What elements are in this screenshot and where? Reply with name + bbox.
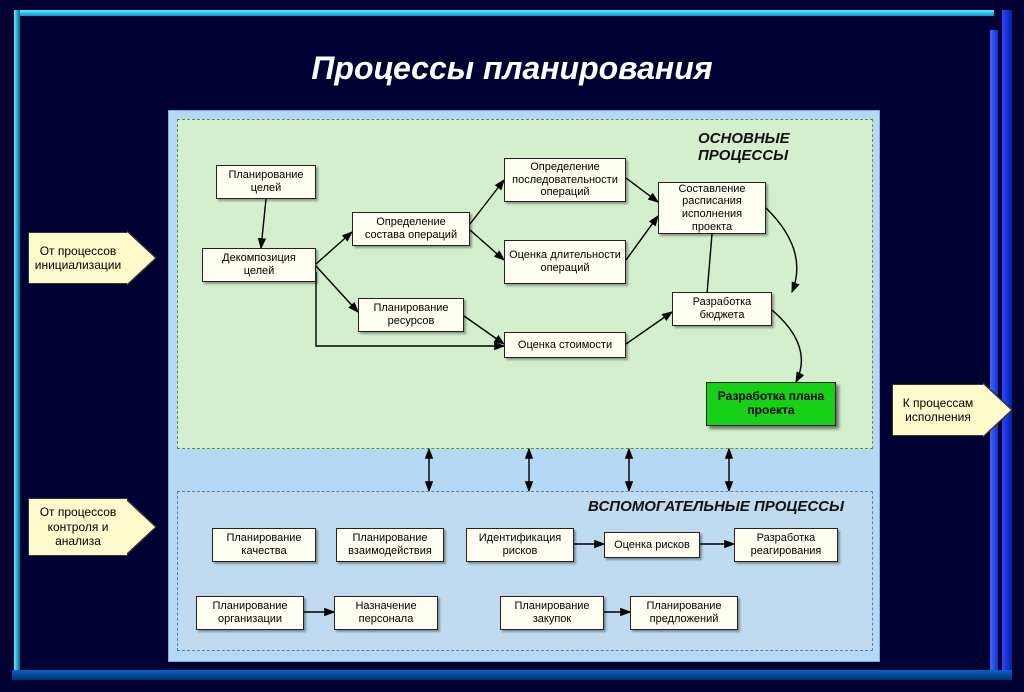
lower-panel-title: ВСПОМОГАТЕЛЬНЫЕ ПРОЦЕССЫ [588,498,844,515]
node-ops-seq: Определение последовательности операций [504,158,626,202]
node-plan-res: Планирование ресурсов [358,298,464,332]
upper-panel: ОСНОВНЫЕ ПРОЦЕССЫ Планирование целей Деко… [177,119,873,449]
node-proposals: Планирование предложений [630,596,738,630]
node-plan-dev: Разработка плана проекта [706,382,836,426]
node-cost-est: Оценка стоимости [504,332,626,358]
external-arrow-to-exec: К процессам исполнения [892,384,984,436]
main-panel: ОСНОВНЫЕ ПРОЦЕССЫ Планирование целей Деко… [168,110,880,662]
frame-border-right [1002,10,1012,680]
node-decomp: Декомпозиция целей [202,248,316,282]
lower-panel: ВСПОМОГАТЕЛЬНЫЕ ПРОЦЕССЫ Планирование ка… [177,491,873,651]
frame-border-top [14,10,994,16]
node-org: Планирование организации [196,596,304,630]
external-arrow-from-control: От процессов контроля и анализа [28,498,128,556]
page-title: Процессы планирования [0,50,1024,87]
frame-border-bottom [12,670,1012,680]
node-interact: Планирование взаимодействия [336,528,444,562]
node-risk-eval: Оценка рисков [604,532,700,558]
node-quality: Планирование качества [212,528,316,562]
node-budget: Разработка бюджета [672,292,772,326]
node-risk-id: Идентификация рисков [466,528,574,562]
node-dur-est: Оценка длительности операций [504,240,626,284]
frame-border-right-inner [990,30,998,670]
frame-border-left [14,10,20,670]
node-staff: Назначение персонала [334,596,438,630]
external-arrow-from-init: От процессов инициализации [28,232,128,284]
node-ops-comp: Определение состава операций [352,212,470,246]
node-schedule: Составление расписания исполнения проект… [658,182,766,234]
node-plan-goals: Планирование целей [216,165,316,199]
node-response: Разработка реагирования [734,528,838,562]
upper-panel-title: ОСНОВНЫЕ ПРОЦЕССЫ [698,130,872,164]
node-procure: Планирование закупок [500,596,604,630]
